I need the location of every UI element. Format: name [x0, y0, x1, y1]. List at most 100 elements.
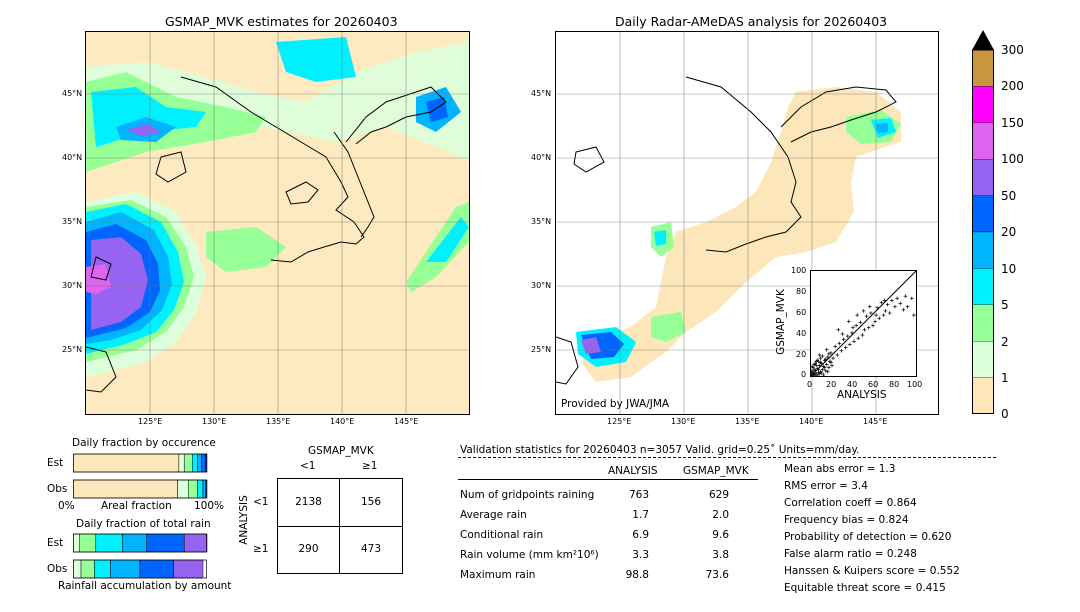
scatter-point [881, 313, 886, 317]
stat-gsmap: 3.8 [712, 549, 729, 561]
colorbar-segment [971, 122, 995, 160]
scatter-tick-y: 40 [796, 329, 807, 338]
bar-segment [192, 453, 198, 473]
scatter-point [887, 311, 892, 315]
scatter-point [861, 309, 866, 313]
lat-label: 35°N [531, 217, 552, 226]
scatter-point [860, 333, 865, 337]
scatter-point [845, 334, 850, 338]
scatter-point [871, 323, 875, 328]
left-map-title: GSMAP_MVK estimates for 20260403 [165, 14, 398, 29]
scatter-point [879, 300, 884, 305]
stat-analysis: 98.8 [625, 569, 649, 581]
rain-area [86, 32, 469, 162]
stat-label: Conditional rain [460, 529, 544, 541]
lat-label: 40°N [531, 153, 552, 162]
scatter-point [833, 344, 837, 349]
colorbar-tick: 0 [1001, 407, 1009, 421]
score-line: RMS error = 3.4 [784, 480, 868, 492]
data-credit: Provided by JWA/JMA [561, 398, 670, 410]
scatter-tick-x: 60 [868, 380, 879, 389]
scatter-point [831, 356, 835, 360]
colorbar-tick: 150 [1001, 116, 1024, 130]
left-map [85, 31, 470, 415]
coastline [180, 76, 365, 263]
scatter-tick-y: 60 [796, 308, 807, 317]
lon-label: 135°E [266, 417, 291, 426]
rain-area [426, 217, 469, 262]
lon-label: 145°E [863, 417, 888, 426]
scatter-inset [809, 270, 917, 378]
scatter-point [901, 308, 906, 312]
scatter-point [826, 370, 830, 374]
scatter-point [820, 354, 825, 358]
bar-segment [187, 479, 198, 499]
bar-segment [94, 559, 111, 579]
scatter-point [868, 304, 872, 309]
scatter-point [817, 372, 822, 376]
scatter-point [893, 304, 897, 309]
stat-label: Average rain [460, 509, 527, 521]
right-map-canvas [556, 32, 938, 414]
scatter-point [843, 345, 848, 350]
rain-area [276, 37, 356, 82]
rain-fraction-category: Est [47, 537, 64, 549]
scatter-point [847, 319, 851, 324]
bar-segment [73, 479, 178, 499]
lon-label: 130°E [671, 417, 696, 426]
occurrence-title: Daily fraction by occurence [72, 437, 216, 449]
scatter-point [873, 319, 877, 324]
scatter-point [822, 365, 827, 370]
lon-label: 125°E [607, 417, 632, 426]
bar-frame [73, 479, 207, 499]
colorbar-segment [971, 86, 995, 123]
lon-label: 135°E [735, 417, 760, 426]
stat-analysis: 3.3 [632, 549, 649, 561]
bar-segment [139, 559, 174, 579]
bar-segment [178, 453, 185, 473]
rain-area [426, 97, 448, 122]
stat-gsmap: 9.6 [712, 529, 729, 541]
score-line: Equitable threat score = 0.415 [784, 582, 946, 594]
colorbar-segment [971, 377, 995, 415]
contingency-row-header: <1 [253, 496, 269, 508]
scatter-point [848, 342, 852, 347]
lon-label: 125°E [138, 417, 163, 426]
colorbar-frame [972, 49, 994, 414]
contingency-table: 2138 156 290 473 [277, 478, 403, 574]
colorbar-segment [971, 268, 995, 305]
rain-area [126, 124, 161, 136]
scatter-point [874, 313, 878, 317]
colorbar-tick: 100 [1001, 152, 1024, 166]
occurrence-tick: 100% [194, 500, 225, 512]
scatter-ylabel: GSMAP_MVK [774, 289, 787, 355]
bar-segment [122, 533, 147, 553]
scatter-point [814, 359, 819, 364]
contingency-cell: 156 [360, 496, 382, 508]
scatter-tick-x: 100 [907, 380, 923, 389]
stat-gsmap: 629 [708, 489, 729, 501]
lon-label: 145°E [394, 417, 419, 426]
scatter-point [823, 368, 828, 373]
coastline [285, 181, 319, 205]
rain-area [876, 123, 888, 133]
score-line: Frequency bias = 0.824 [784, 514, 909, 526]
stat-analysis: 763 [628, 489, 649, 501]
colorbar-segment [971, 159, 995, 196]
scatter-tick-x: 80 [889, 380, 900, 389]
bar-segment [80, 559, 95, 579]
scatter-point [840, 332, 845, 336]
scatter-point [851, 325, 855, 330]
left-map-canvas [86, 32, 469, 414]
analysis-coverage [581, 87, 901, 382]
colorbar-extend-triangle [972, 30, 994, 50]
bar-segment [183, 533, 208, 553]
scatter-point [827, 365, 831, 370]
rain-area [651, 312, 686, 342]
colorbar [971, 30, 995, 415]
scatter-point [836, 328, 841, 332]
scatter-point [883, 309, 888, 313]
scatter-point [858, 320, 863, 325]
colorbar-segment [971, 304, 995, 342]
lat-label: 30°N [531, 281, 552, 290]
